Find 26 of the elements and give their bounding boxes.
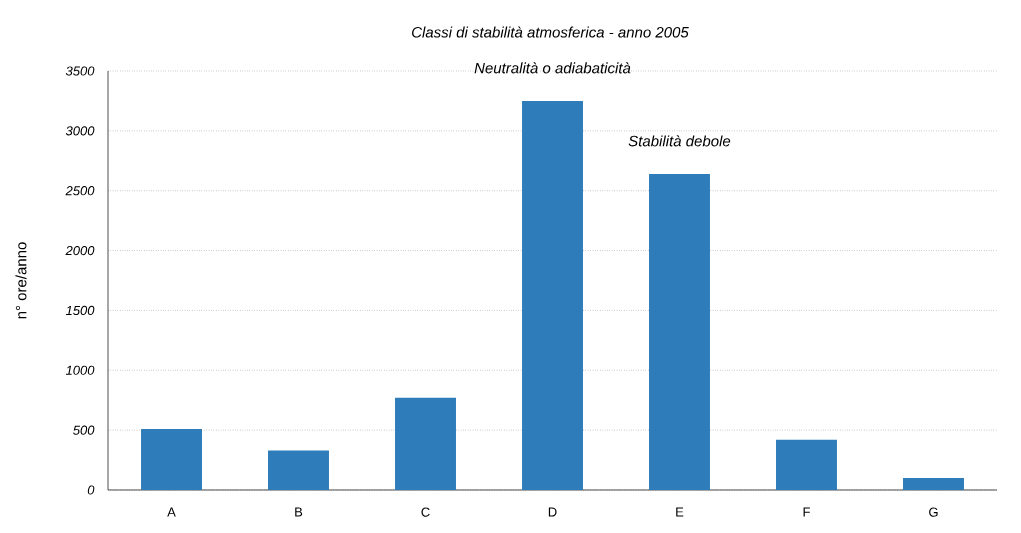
y-tick-label: 1000 <box>65 365 95 375</box>
bar <box>649 173 710 490</box>
bar <box>141 428 202 490</box>
y-tick-label: 1500 <box>65 305 95 316</box>
annotation: Neutralità o adiabaticità <box>474 62 631 74</box>
y-tick-label: 3000 <box>65 126 95 136</box>
y-axis-title: n° ore/anno <box>15 242 27 319</box>
bar <box>522 100 583 490</box>
y-tick-label: 2000 <box>65 245 95 256</box>
x-tick-label: B <box>295 507 303 517</box>
x-tick-label: E <box>676 507 684 517</box>
x-tick-label: F <box>803 507 810 517</box>
x-tick-label: C <box>421 507 430 517</box>
y-tick-label: 0 <box>87 485 95 495</box>
bar <box>395 397 456 490</box>
y-tick-label: 3500 <box>65 66 95 76</box>
x-tick-label: D <box>548 507 557 517</box>
annotation: Stabilità debole <box>628 135 731 147</box>
x-tick-label: A <box>167 507 176 517</box>
y-tick-label: 500 <box>73 425 95 435</box>
x-tick-label: G <box>929 507 938 517</box>
bar <box>903 478 964 490</box>
bar <box>776 439 837 490</box>
chart-title: Classi di stabilità atmosferica - anno 2005 <box>412 26 689 38</box>
bar <box>268 450 329 490</box>
y-tick-label: 2500 <box>65 186 95 196</box>
